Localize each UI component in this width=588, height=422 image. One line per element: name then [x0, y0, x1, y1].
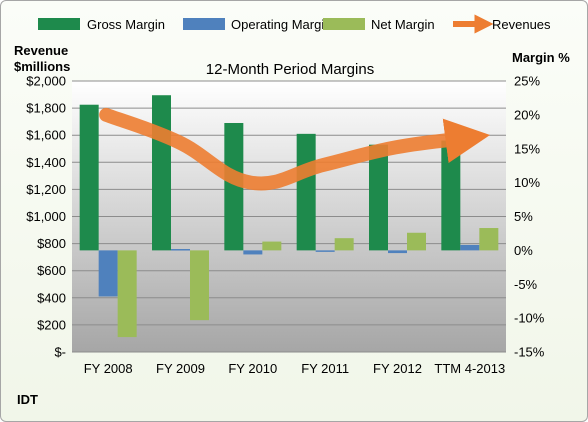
right-tick-label: 25%	[514, 74, 540, 89]
gross-margin-bar	[441, 140, 461, 251]
operating-margin-bar	[243, 250, 263, 255]
net-margin-bar	[117, 250, 137, 338]
legend-swatch-net	[323, 18, 365, 30]
legend-label-operating: Operating Margin	[231, 17, 331, 32]
legend-swatch-gross	[38, 18, 80, 30]
right-tick-label: -15%	[514, 345, 545, 360]
gross-margin-bar	[369, 144, 388, 251]
left-tick-label: $400	[37, 290, 66, 305]
company-label: IDT	[17, 392, 38, 407]
legend: Gross Margin Operating Margin Net Margin…	[38, 14, 551, 34]
category-label: FY 2012	[373, 361, 422, 376]
left-tick-label: $1,200	[26, 182, 66, 197]
legend-swatch-operating	[183, 18, 225, 30]
operating-margin-bar	[171, 249, 190, 251]
left-tick-label: $1,600	[26, 128, 66, 143]
left-axis-label-line2: $millions	[14, 59, 70, 74]
net-margin-bar	[262, 241, 282, 251]
right-axis-label: Margin %	[512, 50, 570, 65]
operating-margin-bar	[98, 250, 118, 297]
net-margin-bar	[479, 228, 499, 251]
gross-margin-bar	[152, 95, 171, 251]
chart-title: 12-Month Period Margins	[206, 61, 374, 78]
left-tick-label: $1,400	[26, 155, 66, 170]
left-tick-label: $200	[37, 317, 66, 332]
right-tick-label: -5%	[514, 277, 538, 292]
net-margin-bar	[190, 250, 209, 321]
left-tick-label: $-	[54, 345, 66, 360]
category-label: FY 2009	[156, 361, 205, 376]
net-margin-bar	[407, 232, 426, 251]
left-tick-label: $1,000	[26, 209, 66, 224]
left-tick-label: $2,000	[26, 74, 66, 89]
left-tick-label: $1,800	[26, 101, 66, 116]
legend-label-gross: Gross Margin	[87, 17, 165, 32]
revenue-series	[99, 107, 491, 191]
right-tick-label: 0%	[514, 243, 533, 258]
category-ticks: FY 2008 FY 2009 FY 2010 FY 2011 FY 2012 TTM 4…	[84, 361, 506, 376]
legend-label-net: Net Margin	[371, 17, 435, 32]
gross-margin-bar	[296, 133, 316, 251]
net-margin-bar	[334, 238, 354, 251]
revenue-line	[99, 107, 491, 191]
left-tick-label: $600	[37, 263, 66, 278]
category-label: TTM 4-2013	[434, 361, 505, 376]
right-axis-ticks: -15% -10% -5% 0% 5% 10% 15% 20% 25%	[514, 74, 545, 360]
operating-margin-bar	[315, 250, 335, 252]
category-label: FY 2008	[84, 361, 133, 376]
right-tick-label: 20%	[514, 107, 540, 122]
gross-margin-bar	[224, 123, 244, 251]
category-label: FY 2010	[228, 361, 277, 376]
legend-label-revenues: Revenues	[492, 17, 551, 32]
operating-margin-bar	[460, 244, 480, 251]
category-label: FY 2011	[301, 361, 349, 376]
left-axis-ticks: $- $200 $400 $600 $800 $1,000 $1,200 $1,400 $1,6…	[26, 74, 66, 360]
operating-margin-bar	[388, 250, 407, 254]
right-tick-label: 5%	[514, 209, 533, 224]
right-tick-label: 10%	[514, 175, 540, 190]
gross-margin-bar	[79, 104, 99, 251]
right-tick-label: -10%	[514, 311, 545, 326]
right-tick-label: 15%	[514, 141, 540, 156]
left-tick-label: $800	[37, 236, 66, 251]
left-axis-label-line1: Revenue	[14, 43, 68, 58]
